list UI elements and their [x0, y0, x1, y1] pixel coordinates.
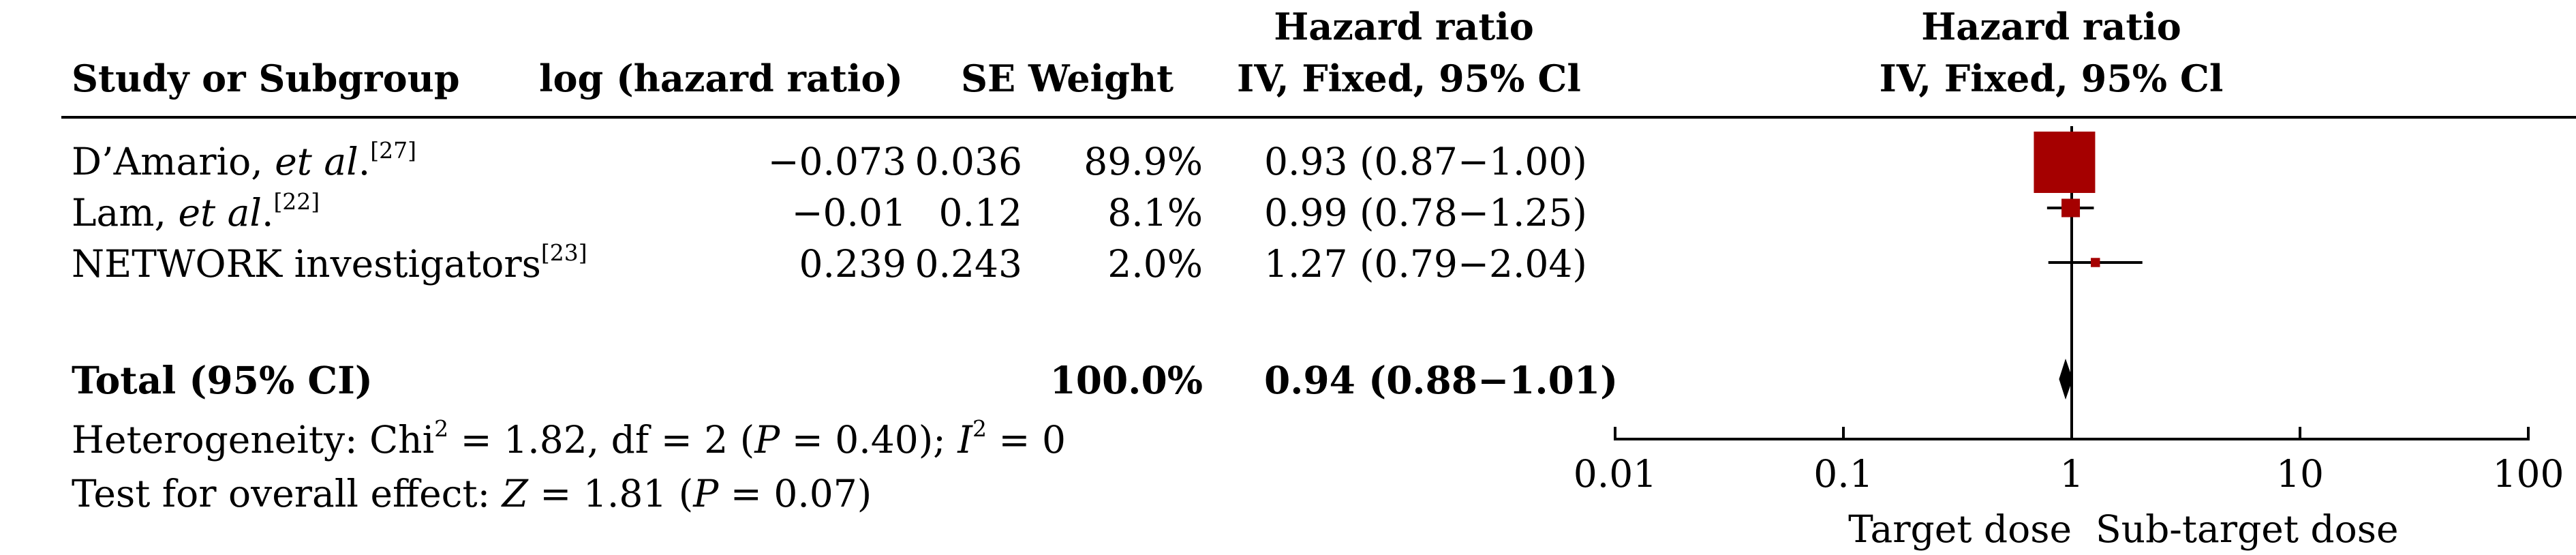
se-value: 0.036 [915, 140, 1022, 183]
se-value: 0.243 [915, 242, 1022, 286]
overall-effect-text: Test for overall effect: Z = 1.81 (P = 0… [72, 472, 872, 515]
x-tick-label: 1 [2060, 452, 2084, 496]
se-weight-column-header: SE Weight [961, 57, 1174, 100]
hr-ci-value: 1.27 (0.79−2.04) [1264, 242, 1587, 286]
total-hr-ci: 0.94 (0.88−1.01) [1264, 358, 1619, 402]
hr-header-line1: Hazard ratio [1274, 5, 1534, 48]
total-weight: 100.0% [1049, 358, 1203, 402]
loghr-value: −0.01 [791, 191, 906, 235]
hr-header-line2: IV, Fixed, 95% Cl [1237, 57, 1581, 100]
study-name: Lam, et al.[22] [72, 188, 320, 235]
effect-square [2061, 198, 2081, 217]
study-name: NETWORK investigators[23] [72, 239, 587, 286]
header-rule [61, 116, 2576, 119]
effect-square [2034, 132, 2096, 193]
pooled-diamond [2059, 359, 2073, 400]
x-tick-label: 10 [2276, 452, 2324, 496]
loghr-column-header: log (hazard ratio) [538, 57, 903, 100]
study-column-header: Study or Subgroup [72, 57, 460, 100]
x-tick-label: 0.1 [1813, 452, 1873, 496]
loghr-value: −0.073 [767, 140, 906, 183]
effect-square [2091, 258, 2100, 267]
study-name: D’Amario, et al.[27] [72, 137, 416, 183]
weight-value: 89.9% [1084, 140, 1203, 183]
hr-ci-value: 0.99 (0.78−1.25) [1264, 191, 1587, 235]
x-tick-label: 100 [2493, 452, 2564, 496]
loghr-value: 0.239 [799, 242, 906, 286]
favours-left-label: Target dose [1848, 507, 2072, 551]
favours-right-label: Sub-target dose [2096, 507, 2399, 551]
weight-value: 2.0% [1107, 242, 1203, 286]
plot-header-line2: IV, Fixed, 95% Cl [1879, 57, 2224, 100]
total-label: Total (95% CI) [72, 358, 373, 402]
hr-ci-value: 0.93 (0.87−1.00) [1264, 140, 1587, 183]
x-tick-label: 0.01 [1574, 452, 1657, 496]
weight-value: 8.1% [1107, 191, 1203, 235]
plot-header-line1: Hazard ratio [1921, 5, 2181, 48]
se-value: 0.12 [938, 191, 1022, 235]
heterogeneity-text: Heterogeneity: Chi2 = 1.82, df = 2 (P = … [72, 415, 1066, 462]
